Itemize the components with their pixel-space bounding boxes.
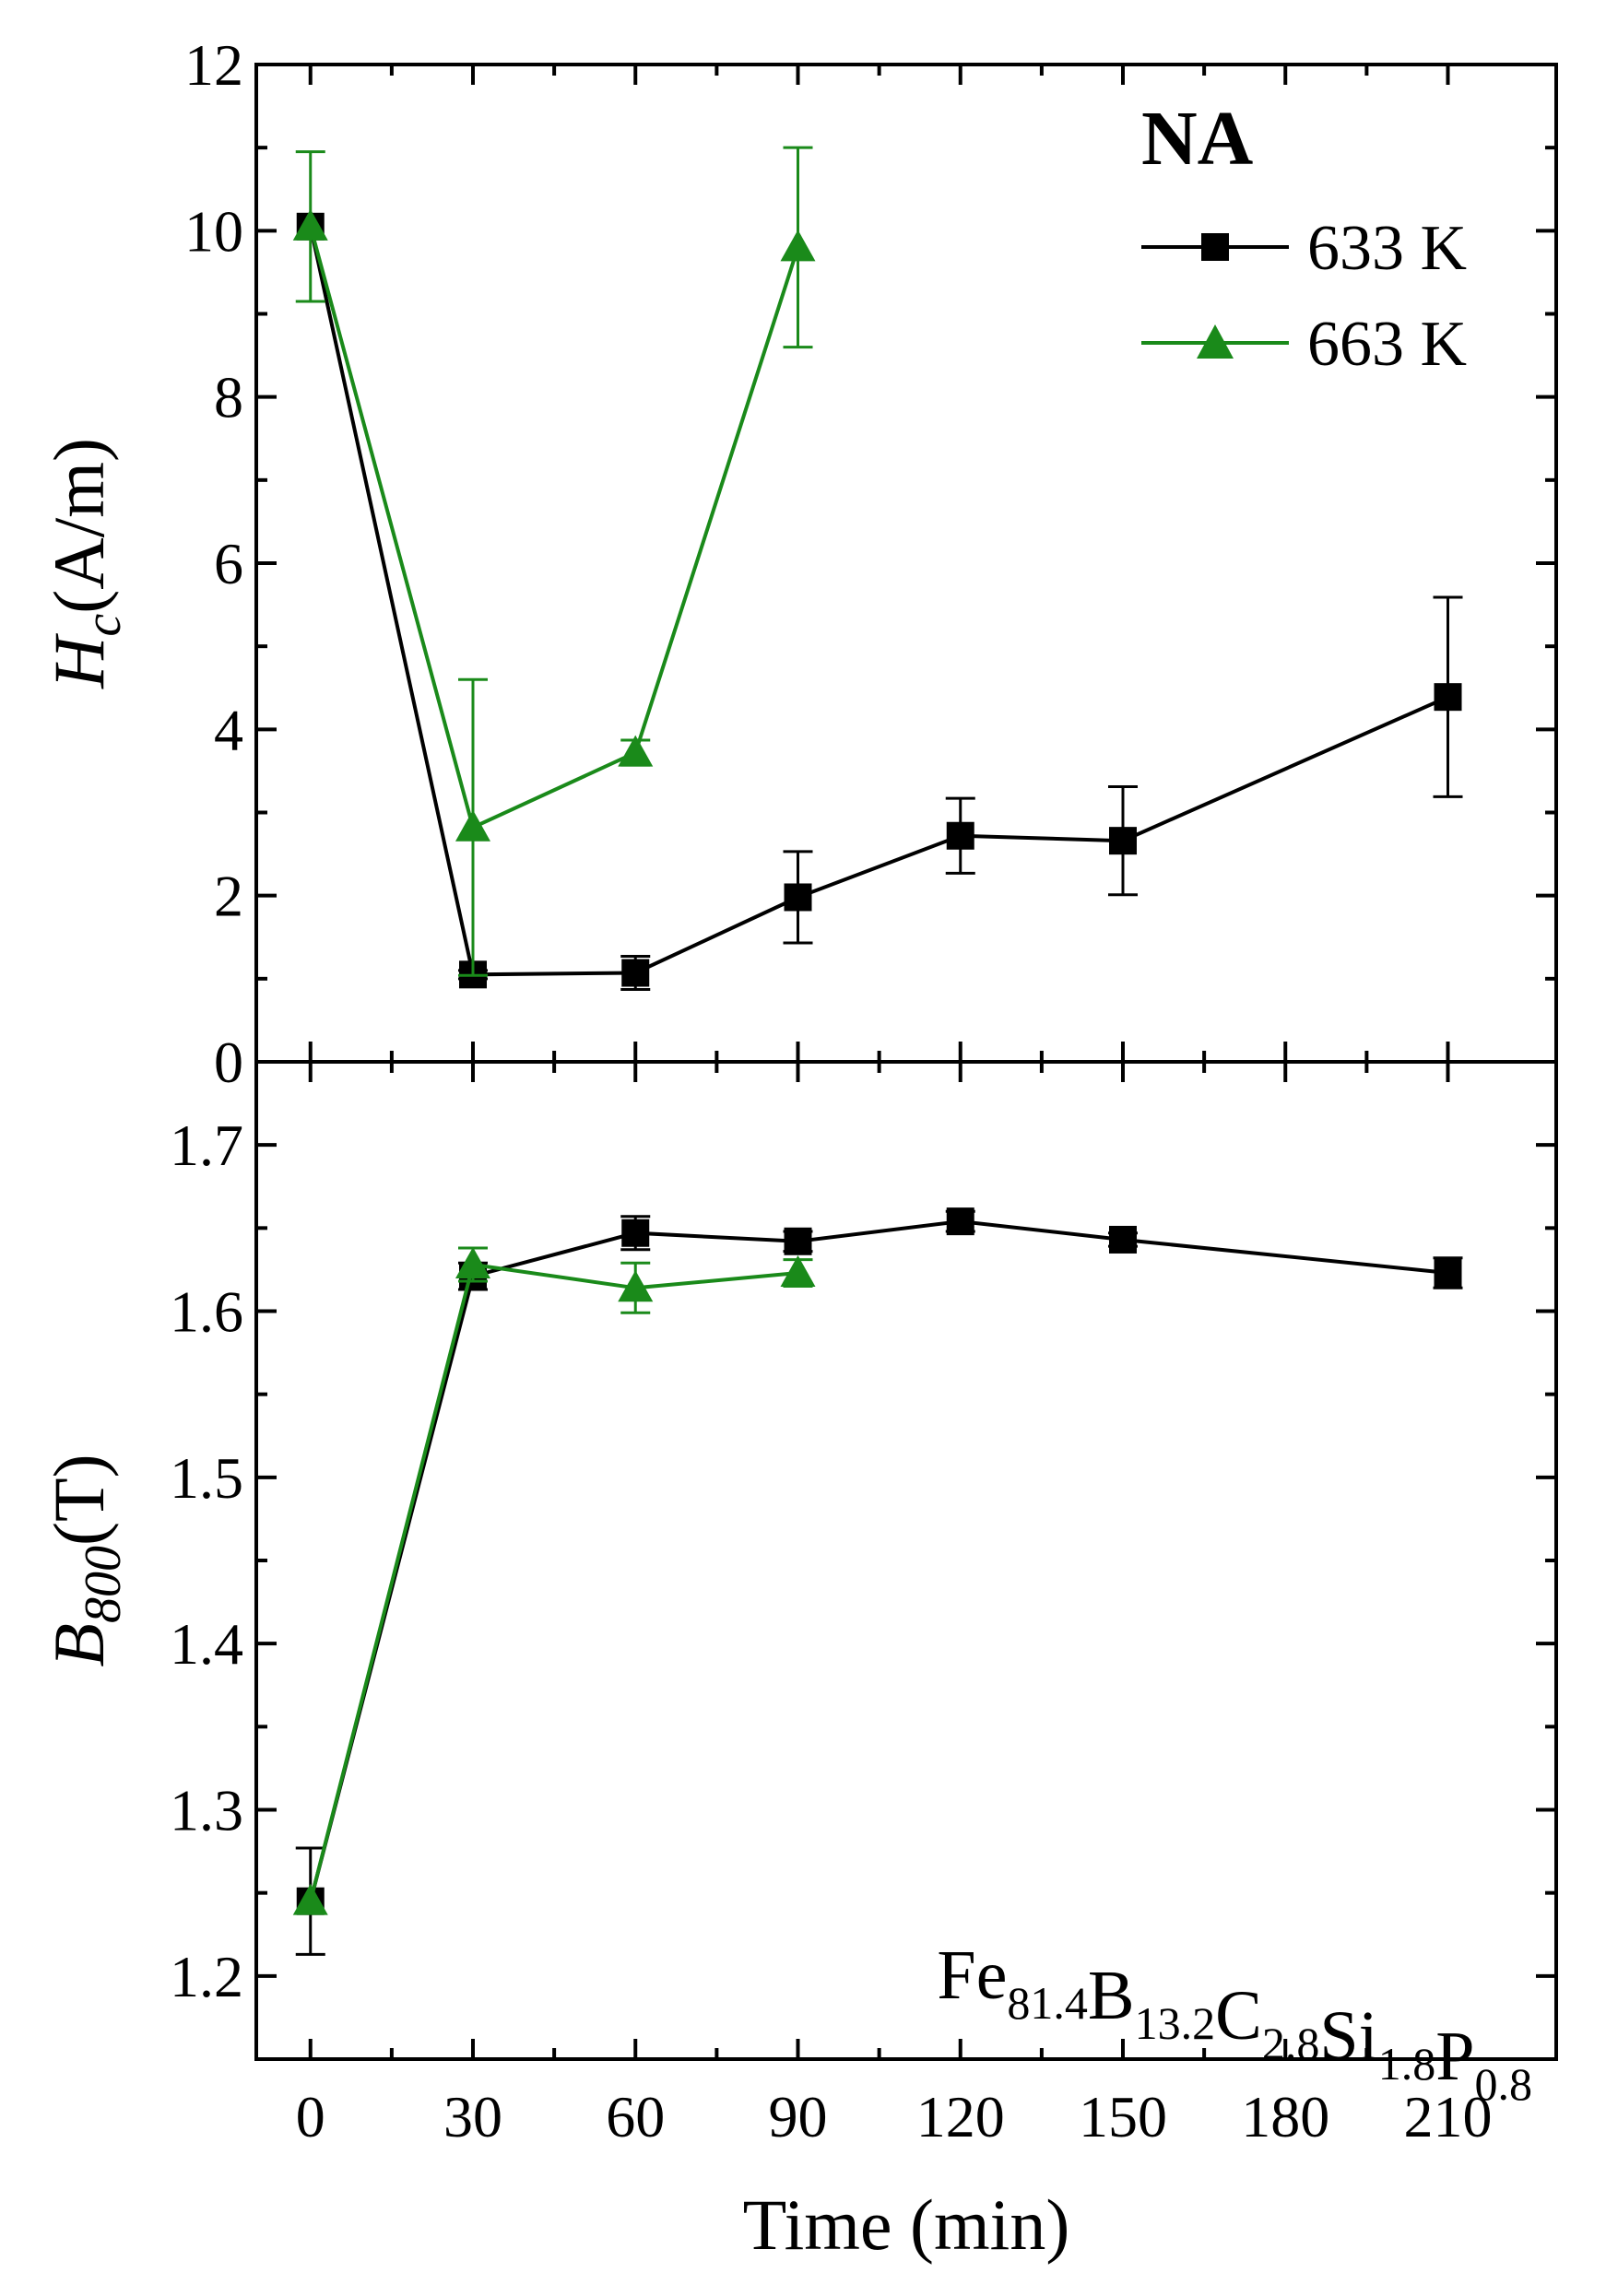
y-tick-label: 1.4 [170, 1611, 243, 1677]
series-663k [292, 1246, 816, 1915]
top-panel: 0 2 4 6 8 10 12 NA 633 K 663 K Hc(A/m) [39, 32, 1558, 1095]
bottom-plot-frame [254, 1060, 1558, 2061]
series-line [308, 226, 1449, 977]
y-tick-label: 4 [214, 697, 243, 762]
x-tick-label: 210 [1404, 2084, 1493, 2149]
data-point [946, 821, 974, 850]
x-tick-label: 60 [606, 2084, 665, 2149]
data-point [292, 1883, 328, 1915]
series-663k [292, 146, 816, 977]
legend-title: NA [1141, 96, 1254, 182]
x-tick-label: 180 [1241, 2084, 1329, 2149]
y-tick-label: 8 [214, 365, 243, 430]
data-point [780, 1255, 816, 1288]
y-tick-label: 6 [214, 531, 243, 596]
series-line [308, 1219, 1448, 1902]
y-tick-label: 1.6 [170, 1279, 243, 1345]
x-tick-label: 30 [443, 2084, 502, 2149]
y-tick-label: 1.2 [170, 1944, 243, 2009]
y-tick-label: 12 [184, 32, 243, 98]
composition-annotation: Fe81.4B13.2C2.8Si1.8P0.8 [937, 1937, 1532, 2110]
y-tick-label: 0 [214, 1030, 243, 1095]
data-point [1109, 827, 1137, 855]
data-point [1109, 1225, 1137, 1254]
data-point [784, 883, 812, 912]
data-point [621, 1219, 650, 1247]
y-tick-label: 1.7 [170, 1113, 243, 1178]
x-tick-label: 120 [916, 2084, 1005, 2149]
bottom-series-group [292, 1207, 1463, 1956]
y-tick-label: 1.3 [170, 1778, 243, 1843]
series-633k [295, 1207, 1463, 1956]
bottom-y-ticks: 1.2 1.3 1.4 1.5 1.6 1.7 [170, 1062, 1556, 2059]
top-y-axis-title: Hc(A/m) [39, 438, 132, 689]
y-tick-label: 1.5 [170, 1445, 243, 1511]
x-axis-title: Time (min) [743, 2184, 1070, 2265]
legend-label-663: 663 K [1307, 309, 1467, 380]
legend-marker-663 [1197, 324, 1234, 359]
bottom-y-axis-title: B800(T) [39, 1454, 132, 1666]
series-line [308, 1262, 798, 1902]
x-tick-label: 150 [1079, 2084, 1167, 2149]
top-y-ticks: 0 2 4 6 8 10 12 [184, 32, 1556, 1095]
bottom-panel: 1.2 1.3 1.4 1.5 1.6 1.7 Fe81.4B13.2C2.8Si1.8P… [39, 1060, 1558, 2110]
series-line [308, 226, 800, 830]
data-point [621, 959, 650, 987]
data-point [784, 1227, 812, 1255]
data-point [292, 208, 328, 241]
data-point [455, 1247, 490, 1279]
data-point [1434, 683, 1462, 712]
x-axis: 0 30 60 90 120 150 180 210 [296, 2084, 1493, 2149]
data-point [455, 809, 490, 842]
x-tick-label: 0 [296, 2084, 325, 2149]
series-633k [296, 212, 1463, 992]
legend: NA 633 K 663 K [1141, 96, 1467, 380]
data-point [1434, 1259, 1462, 1288]
y-tick-label: 10 [184, 198, 243, 264]
data-point [618, 735, 654, 767]
top-series-group [292, 146, 1463, 992]
data-point [618, 1270, 654, 1302]
legend-label-633: 633 K [1307, 213, 1467, 284]
x-tick-label: 90 [769, 2084, 828, 2149]
legend-marker-633 [1201, 233, 1229, 261]
data-point [780, 230, 816, 262]
data-point [946, 1207, 974, 1236]
y-tick-label: 2 [214, 864, 243, 929]
